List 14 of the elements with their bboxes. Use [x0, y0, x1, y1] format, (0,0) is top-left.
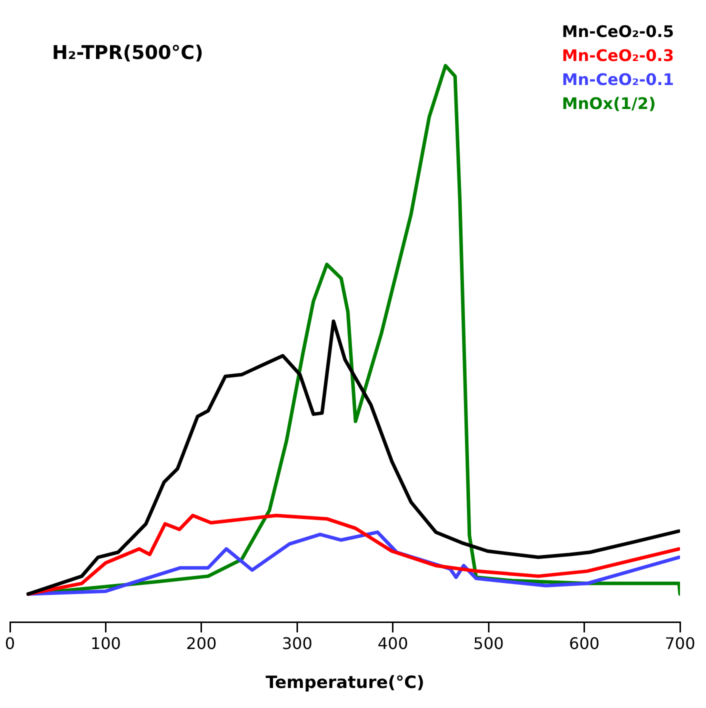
x-tick-label: 700 — [664, 634, 696, 654]
x-tick-label: 100 — [90, 634, 121, 654]
chart-title: H₂-TPR(500°C) — [52, 42, 204, 64]
x-tick-label: 600 — [569, 634, 600, 654]
x-tick-label: 400 — [378, 634, 408, 654]
x-tick-label: 0 — [4, 634, 16, 654]
text: Mn-CeO₂-0.3 — [562, 45, 674, 67]
x-tick-label: 500 — [473, 634, 504, 654]
x-axis-title: Temperature(°C) — [266, 673, 424, 694]
text: MnOx(1/2) — [562, 93, 657, 115]
text: Mn-CeO₂-0.5 — [562, 21, 674, 43]
x-tick-label: 300 — [282, 634, 312, 654]
text: Mn-CeO₂-0.1 — [562, 69, 674, 91]
x-tick-label: 200 — [186, 634, 217, 654]
